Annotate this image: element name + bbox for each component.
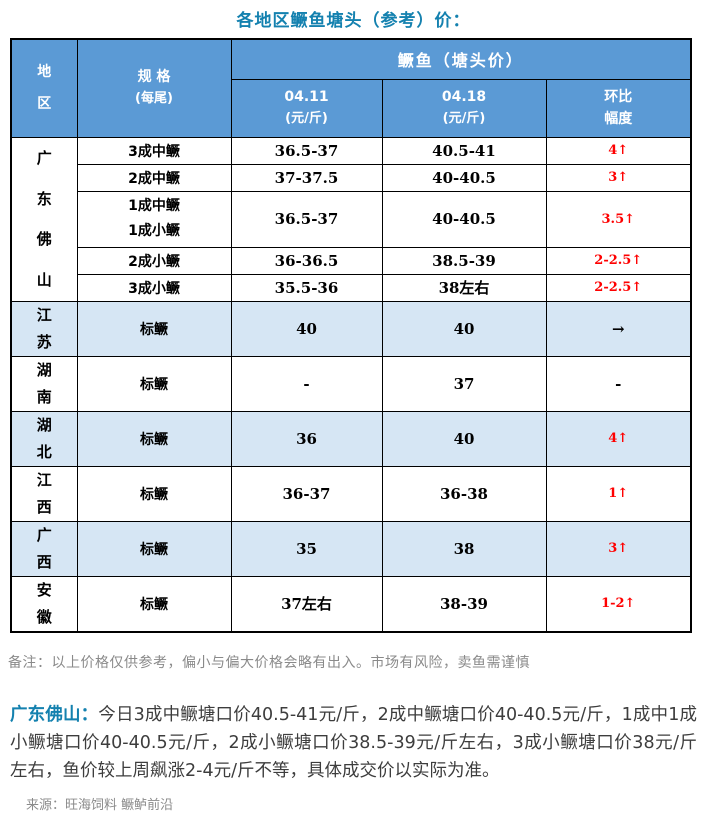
price-0411-cell: 36-36.5 <box>230 246 383 275</box>
region-label: 安徽 <box>36 580 52 626</box>
table-row-foshan-4: 2成小鳜 36-36.5 38.5-39 2-2.5↑ <box>11 246 692 275</box>
change-cell: 2-2.5↑ <box>545 246 692 275</box>
col-header-region: 地区 <box>10 38 78 138</box>
price-0411-cell: 36 <box>230 410 383 467</box>
col-header-spec: 规 格 (每尾) <box>76 38 232 138</box>
change-cell: → <box>545 300 692 357</box>
source-line: 来源：旺海饲料 鳜鲈前沿 <box>26 797 174 813</box>
region-cell: 江西 <box>10 465 78 522</box>
page: 各地区鳜鱼塘头（参考）价： 地区 规 格 (每尾) 鳜鱼（塘头价） 04.11 … <box>0 6 707 813</box>
col-header-date1-line1: 04.11 <box>284 89 329 105</box>
region-cell: 湖北 <box>10 410 78 467</box>
spec-cell: 3成中鳜 <box>76 136 232 165</box>
spec-cell: 标鳜 <box>76 355 232 412</box>
disclaimer-note: 备注：以上价格仅供参考，偏小与偏大价格会略有出入。市场有风险，卖鱼需谨慎 <box>8 654 530 671</box>
price-0411-cell: 36.5-37 <box>230 190 383 248</box>
region-label: 江西 <box>36 470 52 516</box>
table-row-foshan-5: 3成小鳜 35.5-36 38左右 2-2.5↑ <box>11 273 692 302</box>
table-row-hunan: 湖南 标鳜 - 37 - <box>10 355 692 412</box>
price-0418-cell: 40 <box>381 300 547 357</box>
header-row-1: 地区 规 格 (每尾) 鳜鱼（塘头价） <box>10 38 692 138</box>
col-header-change: 环比 幅度 <box>545 78 692 138</box>
price-table: 地区 规 格 (每尾) 鳜鱼（塘头价） 04.11 (元/斤) 04.18 (元… <box>10 38 693 633</box>
price-0418-cell: 40-40.5 <box>381 163 547 192</box>
region-label-foshan: 广东佛山 <box>36 149 52 289</box>
price-0411-cell: 35.5-36 <box>230 273 383 302</box>
change-cell: 3.5↑ <box>545 190 692 248</box>
spec-cell: 标鳜 <box>76 465 232 522</box>
table-row-foshan-2: 2成中鳜 37-37.5 40-40.5 3↑ <box>11 163 692 192</box>
change-cell: - <box>545 355 692 412</box>
price-0418-cell: 38 <box>381 520 547 577</box>
price-0411-cell: 37-37.5 <box>230 163 383 192</box>
price-0418-cell: 38左右 <box>381 273 547 302</box>
price-0418-cell: 40 <box>381 410 547 467</box>
summary-paragraph: 广东佛山：今日3成中鳜塘口价40.5-41元/斤，2成中鳜塘口价40-40.5元… <box>10 701 697 785</box>
header-row-2: 04.11 (元/斤) 04.18 (元/斤) 环比 幅度 <box>11 78 692 138</box>
region-cell-foshan: 广东佛山 <box>10 136 78 302</box>
col-header-group: 鳜鱼（塘头价） <box>230 38 692 80</box>
change-cell: 3↑ <box>545 520 692 577</box>
col-header-date2-line2: (元/斤) <box>442 111 486 126</box>
change-cell: 3↑ <box>545 163 692 192</box>
col-header-region-label: 地区 <box>37 64 52 113</box>
price-0411-cell: - <box>230 355 383 412</box>
region-label: 江苏 <box>36 305 52 351</box>
table-row-guangxi: 广西 标鳜 35 38 3↑ <box>10 520 692 577</box>
price-0418-cell: 40.5-41 <box>381 136 547 165</box>
spec-cell: 1成中鳜 1成小鳜 <box>76 190 232 248</box>
summary-lead: 广东佛山： <box>10 704 99 725</box>
region-label: 湖南 <box>36 360 52 406</box>
price-0418-cell: 38.5-39 <box>381 246 547 275</box>
table-header: 地区 规 格 (每尾) 鳜鱼（塘头价） 04.11 (元/斤) 04.18 (元… <box>10 38 692 138</box>
region-label: 广西 <box>36 525 52 571</box>
col-header-date1: 04.11 (元/斤) <box>230 78 383 138</box>
table-row-foshan-1: 广东佛山 3成中鳜 36.5-37 40.5-41 4↑ <box>10 136 692 302</box>
price-0418-cell: 37 <box>381 355 547 412</box>
table-row-anhui: 安徽 标鳜 37左右 38-39 1-2↑ <box>10 575 692 632</box>
col-header-spec-line2: (每尾) <box>135 91 173 107</box>
spec-cell: 2成小鳜 <box>76 246 232 275</box>
table-row-foshan-3: 1成中鳜 1成小鳜 36.5-37 40-40.5 3.5↑ <box>11 190 692 248</box>
spec-cell: 标鳜 <box>76 410 232 467</box>
col-header-date2-line1: 04.18 <box>441 89 487 105</box>
table-row-hubei: 湖北 标鳜 36 40 4↑ <box>10 410 692 467</box>
price-0418-cell: 36-38 <box>381 465 547 522</box>
price-0411-cell: 36.5-37 <box>230 136 383 165</box>
region-cell: 江苏 <box>10 300 78 357</box>
change-cell: 4↑ <box>545 410 692 467</box>
table-row-jiangxi: 江西 标鳜 36-37 36-38 1↑ <box>10 465 692 522</box>
region-cell: 湖南 <box>10 355 78 412</box>
spec-cell: 标鳜 <box>76 520 232 577</box>
region-label: 湖北 <box>36 415 52 461</box>
spec-cell: 标鳜 <box>76 575 232 632</box>
page-title: 各地区鳜鱼塘头（参考）价： <box>236 11 471 31</box>
price-0411-cell: 35 <box>230 520 383 577</box>
col-header-change-line1: 环比 <box>604 89 633 105</box>
col-header-date1-line2: (元/斤) <box>285 111 328 126</box>
price-0411-cell: 37左右 <box>230 575 383 632</box>
region-cell: 广西 <box>10 520 78 577</box>
price-0418-cell: 40-40.5 <box>381 190 547 248</box>
change-cell: 2-2.5↑ <box>545 273 692 302</box>
spec-cell: 2成中鳜 <box>76 163 232 192</box>
spec-cell: 标鳜 <box>76 300 232 357</box>
table-body: 广东佛山 3成中鳜 36.5-37 40.5-41 4↑ 2成中鳜 37-37.… <box>10 136 692 632</box>
change-cell: 1-2↑ <box>545 575 692 632</box>
col-header-spec-line1: 规 格 <box>137 69 171 86</box>
price-0418-cell: 38-39 <box>381 575 547 632</box>
col-header-change-line2: 幅度 <box>604 111 633 127</box>
change-cell: 1↑ <box>545 465 692 522</box>
spec-line-2: 1成小鳜 <box>128 223 180 239</box>
price-0411-cell: 40 <box>230 300 383 357</box>
region-cell: 安徽 <box>10 575 78 632</box>
price-0411-cell: 36-37 <box>230 465 383 522</box>
spec-line-1: 1成中鳜 <box>128 198 180 214</box>
spec-cell: 3成小鳜 <box>76 273 232 302</box>
summary-body: 今日3成中鳜塘口价40.5-41元/斤，2成中鳜塘口价40-40.5元/斤，1成… <box>10 704 697 781</box>
change-cell: 4↑ <box>545 136 692 165</box>
table-row-jiangsu: 江苏 标鳜 40 40 → <box>10 300 692 357</box>
col-header-date2: 04.18 (元/斤) <box>381 78 547 138</box>
